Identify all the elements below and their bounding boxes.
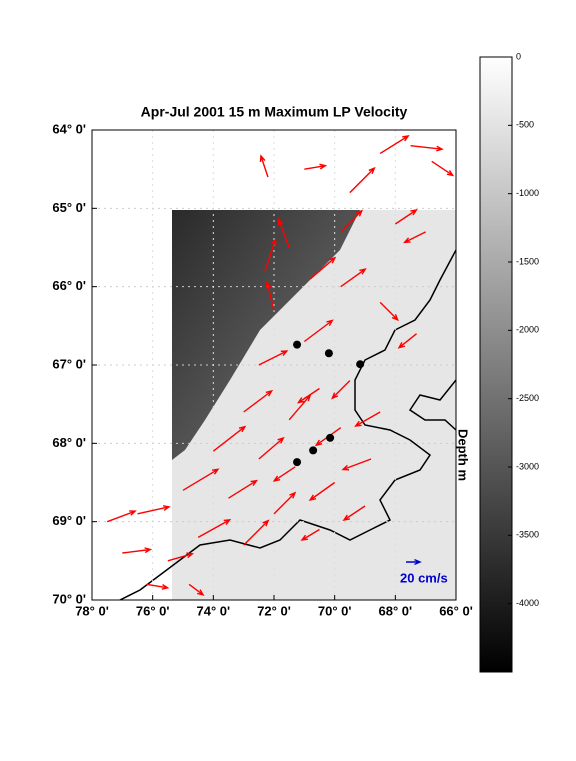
colorbar-tick-label: -2000 bbox=[516, 325, 539, 335]
x-tick-label: 70° 0' bbox=[318, 603, 352, 618]
scale-arrow bbox=[406, 559, 422, 565]
velocity-arrow bbox=[431, 160, 455, 177]
velocity-arrow bbox=[243, 389, 274, 413]
x-tick-label: 72° 0' bbox=[257, 603, 291, 618]
velocity-arrow bbox=[379, 301, 399, 322]
x-tick-label: 76° 0' bbox=[136, 603, 170, 618]
velocity-arrow bbox=[228, 479, 259, 499]
chart-title: Apr-Jul 2001 15 m Maximum LP Velocity bbox=[141, 104, 408, 120]
velocity-arrow bbox=[146, 583, 170, 590]
velocity-arrow bbox=[259, 154, 269, 178]
velocity-arrow bbox=[273, 491, 297, 515]
velocity-arrow bbox=[197, 518, 232, 538]
velocity-arrow bbox=[397, 333, 418, 349]
velocity-arrow bbox=[340, 209, 364, 233]
y-tick-label: 65° 0' bbox=[52, 200, 86, 215]
station bbox=[309, 446, 318, 455]
velocity-arrow bbox=[342, 505, 366, 521]
velocity-arrow bbox=[349, 166, 376, 194]
velocity-arrow bbox=[331, 380, 351, 400]
velocity-arrow bbox=[403, 231, 426, 244]
bathymetry-deep bbox=[172, 210, 360, 460]
velocity-arrow bbox=[182, 468, 220, 491]
velocity-arrow bbox=[272, 466, 296, 482]
coastline bbox=[119, 249, 457, 601]
station bbox=[326, 433, 335, 442]
velocity-arrow bbox=[341, 458, 372, 471]
island bbox=[408, 379, 457, 431]
y-tick-label: 66° 0' bbox=[52, 278, 86, 293]
velocity-arrow bbox=[258, 436, 285, 460]
colorbar-tick-label: -2500 bbox=[516, 393, 539, 403]
velocity-arrow bbox=[258, 350, 289, 366]
velocity-arrow bbox=[309, 256, 337, 280]
colorbar-tick-label: -3000 bbox=[516, 461, 539, 471]
velocity-arrow bbox=[277, 217, 290, 248]
colorbar-tick-label: -1500 bbox=[516, 256, 539, 266]
velocity-arrow bbox=[300, 528, 320, 541]
velocity-arrow bbox=[188, 583, 205, 596]
y-tick-label: 67° 0' bbox=[52, 356, 86, 371]
colorbar-tick-label: -1000 bbox=[516, 188, 539, 198]
station bbox=[293, 340, 302, 349]
scale-label: 20 cm/s bbox=[400, 570, 448, 585]
y-tick-label: 64° 0' bbox=[52, 121, 86, 136]
station bbox=[293, 458, 302, 467]
velocity-arrow bbox=[340, 268, 367, 288]
velocity-arrow bbox=[308, 481, 336, 502]
velocity-arrow bbox=[304, 163, 328, 170]
velocity-arrow bbox=[288, 393, 312, 421]
colorbar-tick-label: -4000 bbox=[516, 598, 539, 608]
velocity-arrow bbox=[265, 280, 275, 311]
colorbar bbox=[479, 56, 513, 673]
x-tick-label: 74° 0' bbox=[197, 603, 231, 618]
velocity-arrow bbox=[264, 237, 277, 272]
colorbar-label: Depth m bbox=[456, 429, 471, 481]
velocity-arrow bbox=[303, 319, 334, 343]
velocity-arrow bbox=[106, 510, 137, 523]
colorbar-tick-label: -3500 bbox=[516, 530, 539, 540]
y-tick-label: 68° 0' bbox=[52, 435, 86, 450]
colorbar-tick-label: 0 bbox=[516, 51, 521, 61]
colorbar-tick-label: -500 bbox=[516, 120, 534, 130]
velocity-arrow bbox=[410, 144, 444, 152]
velocity-arrow bbox=[394, 209, 418, 225]
velocity-arrow bbox=[212, 425, 247, 452]
x-tick-label: 78° 0' bbox=[75, 603, 109, 618]
velocity-arrow bbox=[167, 552, 195, 562]
y-tick-label: 70° 0' bbox=[52, 591, 86, 606]
station bbox=[356, 360, 365, 369]
velocity-arrow bbox=[137, 505, 171, 515]
velocity-arrow bbox=[243, 519, 270, 546]
station bbox=[324, 349, 333, 358]
velocity-arrow bbox=[379, 135, 410, 155]
y-tick-label: 69° 0' bbox=[52, 513, 86, 528]
velocity-arrow bbox=[122, 547, 153, 554]
velocity-arrow bbox=[354, 411, 381, 427]
x-tick-label: 66° 0' bbox=[439, 603, 473, 618]
x-tick-label: 68° 0' bbox=[379, 603, 413, 618]
